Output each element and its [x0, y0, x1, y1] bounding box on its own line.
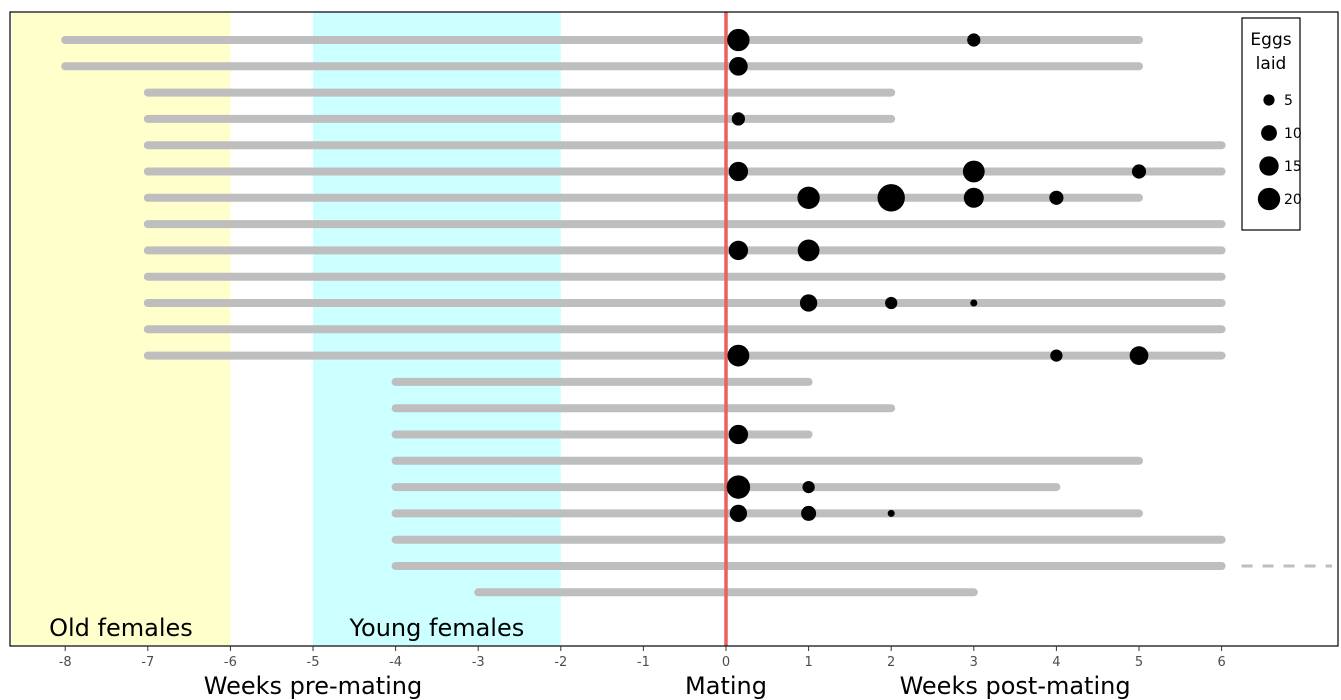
x-tick-label-3: 3: [970, 655, 978, 670]
x-axis-title-0: Weeks pre-mating: [204, 672, 423, 700]
egg-point-11-1: [799, 294, 818, 312]
x-tick-label--4: -4: [389, 655, 402, 670]
egg-point-9-2: [797, 239, 820, 262]
egg-point-2-1: [729, 56, 748, 76]
egg-point-18-2: [802, 480, 815, 494]
egg-point-11-3: [970, 299, 978, 307]
legend-symbol-15: [1259, 156, 1279, 176]
x-tick-label-6: 6: [1217, 655, 1225, 670]
legend-symbol-10: [1261, 125, 1277, 141]
legend-label-20: 20: [1284, 192, 1302, 208]
x-tick-label--8: -8: [59, 655, 72, 670]
egg-point-13-3: [1129, 346, 1149, 365]
egg-point-4-1: [731, 112, 746, 126]
x-axis: -8 -7 -6 -5 -4 -3 -2 -1 0 1 2 3 4 5 6 Weeks pre-mating M…: [59, 646, 1226, 700]
egg-point-7-3: [963, 187, 984, 208]
x-tick-label-5: 5: [1135, 655, 1143, 670]
region-label-0: Old females: [49, 614, 193, 642]
egg-point-7-1: [797, 186, 820, 209]
x-tick-label--2: -2: [554, 655, 567, 670]
egg-point-1-2: [967, 33, 981, 47]
x-tick-label--7: -7: [141, 655, 154, 670]
egg-point-6-1: [728, 161, 749, 182]
egg-point-6-3: [1131, 164, 1147, 179]
x-tick-label-4: 4: [1052, 655, 1060, 670]
legend-label-10: 10: [1284, 126, 1302, 142]
legend-label-15: 15: [1284, 159, 1302, 175]
egg-point-19-3: [887, 509, 895, 517]
egg-point-6-2: [962, 160, 985, 183]
egg-point-19-1: [729, 504, 748, 523]
x-tick-label-2: 2: [887, 655, 895, 670]
x-axis-title-1: Mating: [685, 672, 767, 700]
legend-symbol-20: [1257, 187, 1281, 211]
x-tick-label-1: 1: [804, 655, 812, 670]
egg-point-18-1: [726, 475, 751, 499]
x-tick-label--1: -1: [637, 655, 650, 670]
legend: Eggs laid 5 10 15 20: [1241, 17, 1302, 231]
egg-point-19-2: [801, 505, 817, 521]
x-tick-label--5: -5: [307, 655, 320, 670]
egg-point-11-2: [885, 296, 898, 310]
region-label-1: Young females: [349, 614, 525, 642]
egg-points-layer: [726, 28, 1149, 523]
egg-point-9-1: [728, 240, 749, 261]
x-axis-title-2: Weeks post-mating: [900, 672, 1131, 700]
egg-point-13-1: [727, 344, 750, 367]
x-tick-label--6: -6: [224, 655, 237, 670]
x-tick-label--3: -3: [472, 655, 485, 670]
legend-title-line-0: Eggs: [1250, 30, 1291, 50]
egg-point-13-2: [1050, 349, 1063, 362]
egg-point-1-1: [727, 28, 750, 52]
female-lines-layer: [61, 36, 1332, 597]
egg-point-16-1: [728, 424, 749, 445]
x-tick-label-0: 0: [722, 655, 730, 670]
panel-border: [9, 11, 1339, 647]
legend-title-line-1: laid: [1256, 54, 1287, 74]
egg-point-7-2: [877, 184, 905, 212]
legend-label-5: 5: [1284, 93, 1293, 109]
egg-point-7-4: [1049, 190, 1064, 205]
legend-symbol-5: [1263, 94, 1275, 106]
